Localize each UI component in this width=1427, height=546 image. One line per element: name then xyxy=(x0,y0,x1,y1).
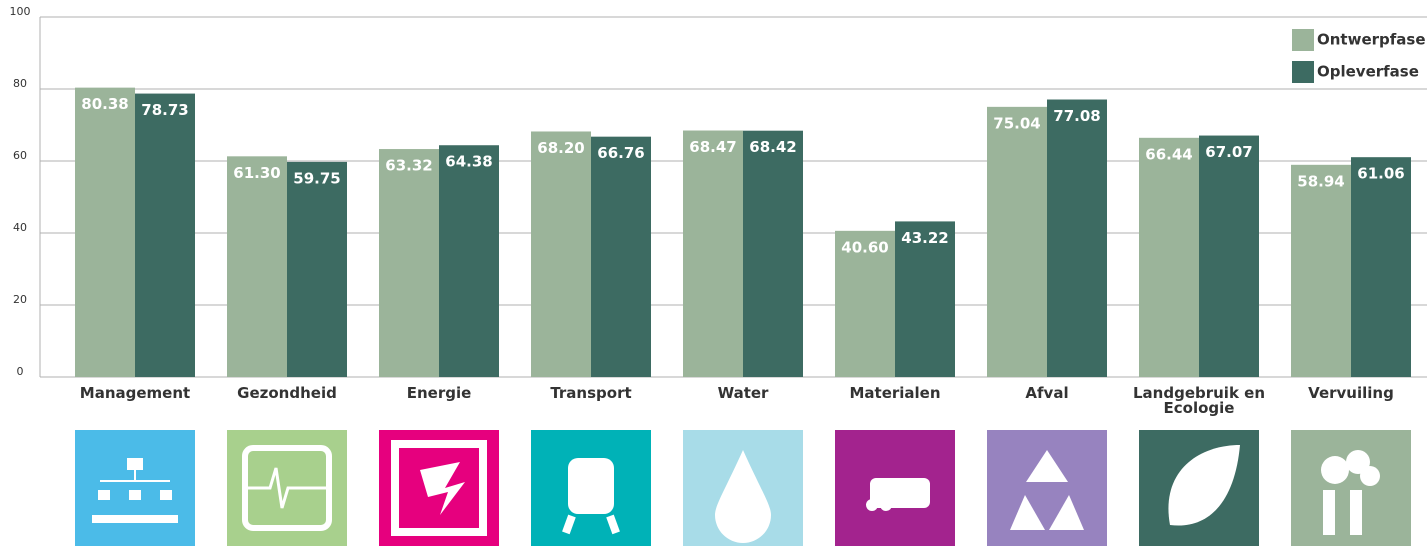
bar xyxy=(743,130,803,377)
legend-swatch xyxy=(1292,29,1314,51)
value-label: 75.04 xyxy=(993,114,1040,132)
icon-afval xyxy=(987,430,1107,546)
bar xyxy=(1291,164,1351,377)
bar xyxy=(1139,137,1199,377)
bar xyxy=(591,136,651,377)
value-label: 68.42 xyxy=(749,138,796,156)
bar xyxy=(75,87,135,377)
legend-label: Ontwerpfase xyxy=(1317,31,1426,49)
value-label: 67.07 xyxy=(1205,143,1252,161)
icon-glyph xyxy=(92,458,178,523)
icon-management xyxy=(75,430,195,546)
x-tick-label: Gezondheid xyxy=(237,384,337,402)
y-tick-label: 100 xyxy=(10,5,31,18)
icon-glyph xyxy=(242,445,332,531)
x-tick-label: Water xyxy=(717,384,769,402)
icon-glyph xyxy=(391,440,487,536)
value-label: 40.60 xyxy=(841,238,888,256)
bar xyxy=(379,149,439,377)
bar xyxy=(1199,135,1259,377)
x-tick-label: Materialen xyxy=(849,384,941,402)
y-tick-label: 0 xyxy=(17,365,24,378)
icon-glyph xyxy=(1010,450,1084,530)
icon-glyph xyxy=(866,478,930,511)
x-tick-label: Transport xyxy=(550,384,632,402)
x-tick-label: Energie xyxy=(406,384,472,402)
x-tick-label: Landgebruik en Ecologie xyxy=(1132,384,1265,417)
icon-glyph xyxy=(1321,450,1380,535)
bar xyxy=(287,161,347,377)
bar xyxy=(439,145,499,377)
value-label: 66.44 xyxy=(1145,145,1192,163)
value-label: 78.73 xyxy=(141,101,188,119)
x-tick-label: Afval xyxy=(1025,384,1069,402)
y-tick-label: 20 xyxy=(13,293,27,306)
bar xyxy=(135,93,195,378)
value-label: 68.20 xyxy=(537,139,584,157)
y-tick-label: 60 xyxy=(13,149,27,162)
value-label: 64.38 xyxy=(445,153,492,171)
bar xyxy=(1351,157,1411,377)
legend-label: Opleverfase xyxy=(1317,63,1419,81)
bar xyxy=(531,131,591,377)
value-label: 77.08 xyxy=(1053,107,1100,125)
value-label: 61.06 xyxy=(1357,165,1404,183)
legend-swatch xyxy=(1292,61,1314,83)
bar xyxy=(895,221,955,377)
value-label: 59.75 xyxy=(293,169,340,187)
value-label: 68.47 xyxy=(689,138,736,156)
icon-glyph xyxy=(715,450,771,543)
value-label: 80.38 xyxy=(81,95,128,113)
value-label: 43.22 xyxy=(901,229,948,247)
y-tick-label: 40 xyxy=(13,221,27,234)
y-tick-label: 80 xyxy=(13,77,27,90)
bar xyxy=(835,230,895,377)
value-label: 66.76 xyxy=(597,144,644,162)
x-tick-label: Management xyxy=(79,384,191,402)
bar xyxy=(227,156,287,377)
bar xyxy=(683,130,743,377)
x-tick-label: Vervuiling xyxy=(1308,384,1394,402)
icon-glyph xyxy=(562,458,620,535)
bar xyxy=(987,106,1047,377)
icons xyxy=(75,430,1411,546)
icon-glyph xyxy=(1168,445,1240,526)
value-label: 61.30 xyxy=(233,164,280,182)
value-label: 58.94 xyxy=(1297,172,1344,190)
value-label: 63.32 xyxy=(385,157,432,175)
bar xyxy=(1047,99,1107,378)
